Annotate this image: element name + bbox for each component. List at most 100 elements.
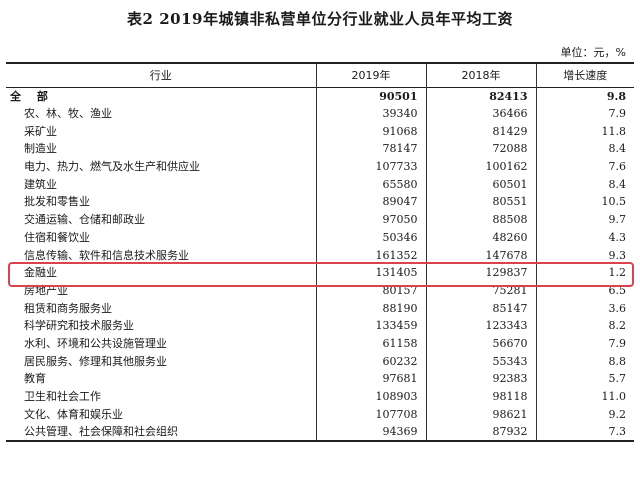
- growth-cell: 3.6: [535, 299, 634, 317]
- table-row: 金融业 131405 129837 1.2: [6, 263, 634, 282]
- value-2018-cell: 60501: [425, 175, 536, 194]
- industry-cell: 农、林、牧、渔业: [24, 107, 112, 121]
- header-2019: 2019年: [315, 63, 426, 87]
- industry-cell: 制造业: [24, 142, 57, 156]
- table-row: 交通运输、仓储和邮政业 97050 88508 9.7: [6, 210, 634, 229]
- value-2019-cell: 39340: [315, 104, 426, 123]
- industry-cell: 租赁和商务服务业: [24, 301, 112, 315]
- value-2018-cell: 80551: [425, 193, 536, 211]
- table-row: 信息传输、软件和信息技术服务业 161352 147678 9.3: [6, 246, 634, 264]
- table-title: 表2 2019年城镇非私营单位分行业就业人员年平均工资: [127, 10, 513, 28]
- industry-cell: 金融业: [24, 266, 57, 280]
- industry-cell: 电力、热力、燃气及水生产和供应业: [24, 160, 200, 174]
- value-2019-cell: 91068: [315, 122, 426, 141]
- value-2019-cell: 97681: [315, 370, 426, 388]
- value-2018-cell: 81429: [425, 122, 536, 141]
- value-2018-cell: 123343: [425, 316, 536, 335]
- value-2019-cell: 133459: [315, 316, 426, 335]
- value-2018-cell: 100162: [425, 157, 536, 176]
- industry-cell: 水利、环境和公共设施管理业: [24, 336, 167, 350]
- table-row: 租赁和商务服务业 88190 85147 3.6: [6, 299, 634, 317]
- growth-cell: 11.8: [535, 122, 634, 141]
- industry-cell: 文化、体育和娱乐业: [24, 407, 123, 421]
- value-2018-cell: 88508: [425, 210, 536, 229]
- growth-cell: 9.7: [535, 210, 634, 229]
- value-2019-cell: 107733: [315, 157, 426, 176]
- table-row: 建筑业 65580 60501 8.4: [6, 175, 634, 194]
- growth-cell: 7.6: [535, 157, 634, 176]
- growth-cell: 10.5: [535, 193, 634, 211]
- industry-cell: 交通运输、仓储和邮政业: [24, 213, 145, 227]
- growth-cell: 11.0: [535, 387, 634, 406]
- value-2018-cell: 98621: [425, 405, 536, 424]
- value-2018-cell: 147678: [425, 246, 536, 264]
- wage-table: 行业 2019年 2018年 增长速度 全 部 90501 82413 9.8 农、林、…: [6, 62, 634, 442]
- growth-cell: 9.2: [535, 405, 634, 424]
- header-growth: 增长速度: [535, 63, 634, 87]
- industry-cell: 教育: [24, 372, 46, 386]
- value-2019-cell: 80157: [315, 281, 426, 300]
- value-2018-cell: 92383: [425, 370, 536, 388]
- table-row: 居民服务、修理和其他服务业 60232 55343 8.8: [6, 352, 634, 370]
- growth-cell: 9.8: [535, 87, 634, 105]
- value-2019-cell: 97050: [315, 210, 426, 229]
- table-row: 住宿和餐饮业 50346 48260 4.3: [6, 228, 634, 247]
- value-2019-cell: 61158: [315, 334, 426, 353]
- growth-cell: 8.4: [535, 140, 634, 158]
- value-2019-cell: 60232: [315, 352, 426, 370]
- value-2018-cell: 56670: [425, 334, 536, 353]
- value-2019-cell: 94369: [315, 423, 426, 442]
- unit-note: 单位：元，%: [560, 46, 626, 59]
- industry-cell: 卫生和社会工作: [24, 390, 101, 404]
- industry-cell: 批发和零售业: [24, 195, 90, 209]
- growth-cell: 9.3: [535, 246, 634, 264]
- growth-cell: 6.5: [535, 281, 634, 300]
- table-row: 采矿业 91068 81429 11.8: [6, 122, 634, 141]
- table-row: 水利、环境和公共设施管理业 61158 56670 7.9: [6, 334, 634, 353]
- value-2019-cell: 89047: [315, 193, 426, 211]
- value-2018-cell: 129837: [425, 263, 536, 282]
- growth-cell: 7.9: [535, 104, 634, 123]
- industry-cell: 采矿业: [24, 124, 57, 138]
- industry-cell: 建筑业: [24, 177, 57, 191]
- growth-cell: 7.3: [535, 423, 634, 442]
- table-row-total: 全 部 90501 82413 9.8: [6, 87, 634, 105]
- growth-cell: 4.3: [535, 228, 634, 247]
- value-2019-cell: 108903: [315, 387, 426, 406]
- header-2018: 2018年: [425, 63, 536, 87]
- table-row: 公共管理、社会保障和社会组织 94369 87932 7.3: [6, 423, 634, 442]
- value-2018-cell: 87932: [425, 423, 536, 442]
- value-2018-cell: 98118: [425, 387, 536, 406]
- value-2019-cell: 131405: [315, 263, 426, 282]
- value-2018-cell: 55343: [425, 352, 536, 370]
- value-2018-cell: 85147: [425, 299, 536, 317]
- growth-cell: 5.7: [535, 370, 634, 388]
- table-row: 制造业 78147 72088 8.4: [6, 140, 634, 158]
- table-row: 教育 97681 92383 5.7: [6, 370, 634, 388]
- industry-cell: 住宿和餐饮业: [24, 230, 90, 244]
- value-2019-cell: 88190: [315, 299, 426, 317]
- industry-cell: 房地产业: [24, 283, 68, 297]
- table-row: 卫生和社会工作 108903 98118 11.0: [6, 387, 634, 406]
- table-row: 房地产业 80157 75281 6.5: [6, 281, 634, 300]
- value-2018-cell: 72088: [425, 140, 536, 158]
- value-2018-cell: 48260: [425, 228, 536, 247]
- value-2018-cell: 36466: [425, 104, 536, 123]
- table-row: 电力、热力、燃气及水生产和供应业 107733 100162 7.6: [6, 157, 634, 176]
- table-body: 全 部 90501 82413 9.8 农、林、牧、渔业 39340 36466 7.9 采矿业…: [6, 87, 634, 442]
- value-2019-cell: 161352: [315, 246, 426, 264]
- growth-cell: 7.9: [535, 334, 634, 353]
- value-2019-cell: 50346: [315, 228, 426, 247]
- growth-cell: 8.4: [535, 175, 634, 194]
- value-2018-cell: 75281: [425, 281, 536, 300]
- header-industry: 行业: [149, 69, 172, 83]
- industry-cell: 居民服务、修理和其他服务业: [24, 354, 167, 368]
- industry-cell: 公共管理、社会保障和社会组织: [24, 425, 178, 439]
- table-row: 农、林、牧、渔业 39340 36466 7.9: [6, 104, 634, 123]
- table-row: 科学研究和技术服务业 133459 123343 8.2: [6, 316, 634, 335]
- growth-cell: 1.2: [535, 263, 634, 282]
- table-row: 批发和零售业 89047 80551 10.5: [6, 193, 634, 211]
- industry-cell: 科学研究和技术服务业: [24, 319, 134, 333]
- industry-cell: 信息传输、软件和信息技术服务业: [24, 248, 189, 262]
- value-2019-cell: 78147: [315, 140, 426, 158]
